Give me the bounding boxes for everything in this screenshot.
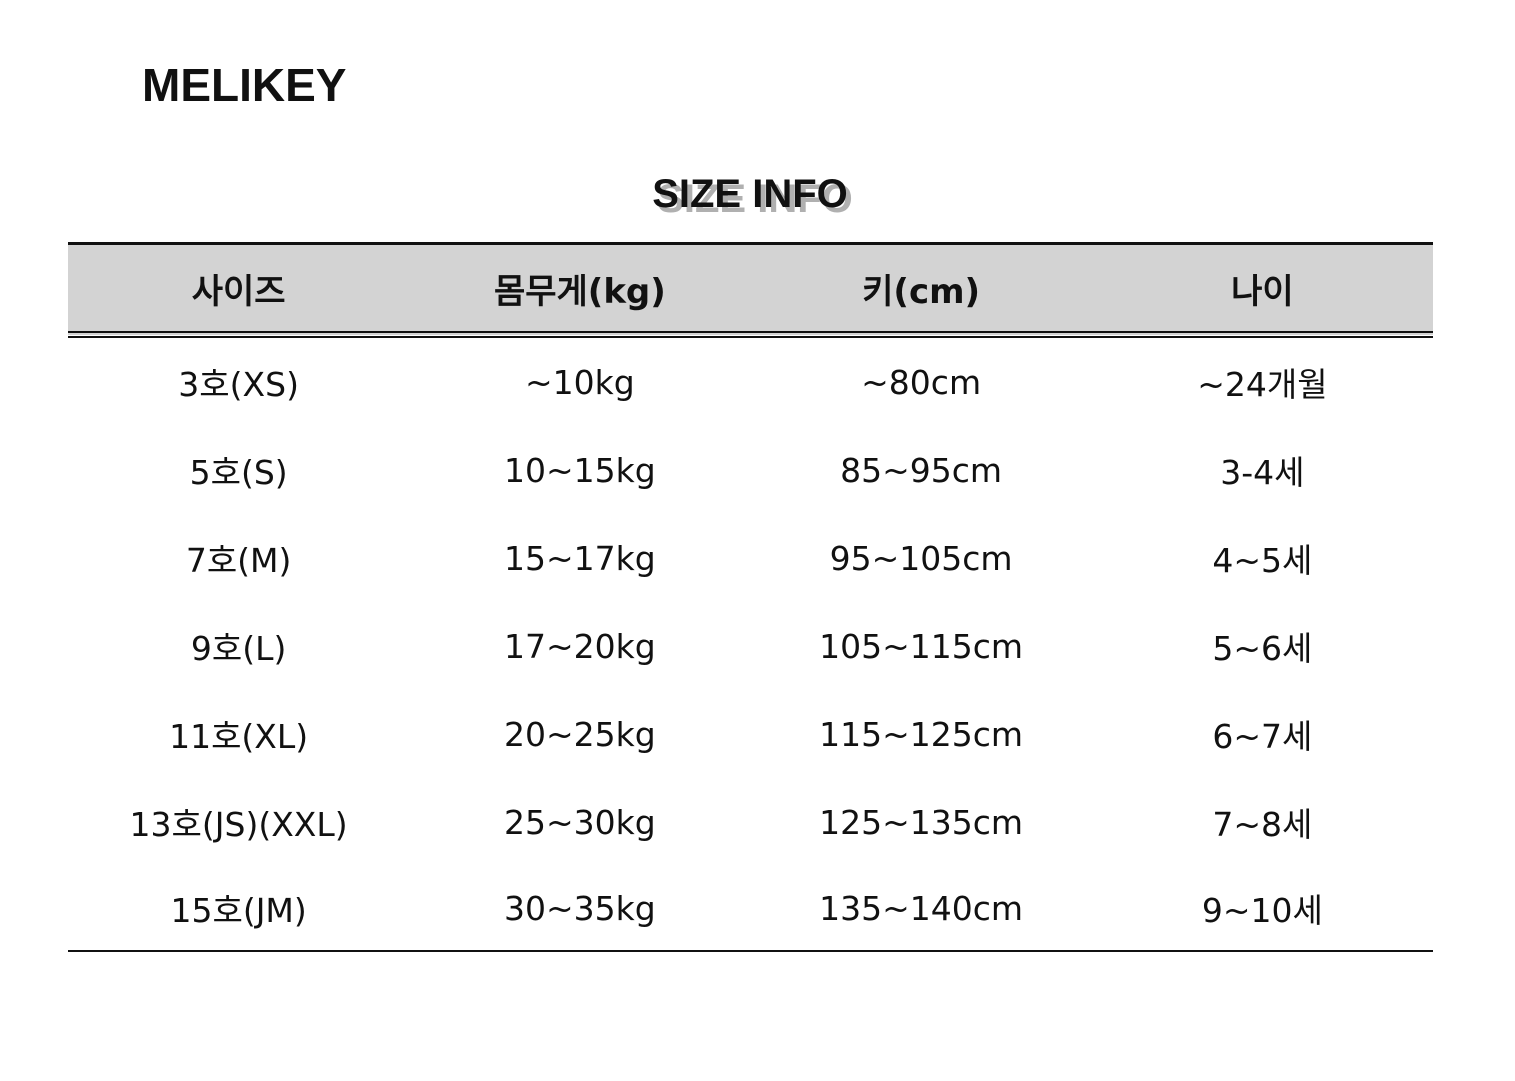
cell-weight: 20~25kg: [504, 714, 656, 754]
cell-height: 85~95cm: [840, 450, 1003, 490]
cell-weight: 17~20kg: [504, 626, 656, 666]
header-size: 사이즈: [68, 242, 410, 338]
header-weight: 몸무게(kg): [409, 242, 751, 338]
cell-size: 7호(M): [185, 541, 292, 580]
cell-size: 9호(L): [190, 629, 287, 668]
cell-height: 135~140cm: [750, 866, 1092, 952]
cell-weight: 25~30kg: [504, 802, 656, 842]
cell-age: 6~7세: [1212, 717, 1313, 756]
cell-age: 4~5세: [1212, 541, 1313, 580]
cell-weight: 10~15kg: [504, 450, 656, 490]
cell-weight: 30~35kg: [409, 866, 751, 952]
table-row: 11호(XL) 20~25kg 115~125cm 6~7세: [68, 690, 1433, 778]
cell-age: 5~6세: [1212, 629, 1313, 668]
table-header-row: 사이즈 몸무게(kg) 키(cm) 나이: [68, 242, 1433, 338]
page-title: SIZE INFO: [652, 172, 848, 216]
cell-height: 95~105cm: [829, 538, 1013, 578]
cell-size: 11호(XL): [169, 717, 309, 756]
cell-age: 3-4세: [1220, 453, 1305, 492]
cell-height: 105~115cm: [819, 626, 1024, 666]
cell-size: 5호(S): [189, 453, 288, 492]
cell-age: 7~8세: [1212, 805, 1313, 844]
table-row: 7호(M) 15~17kg 95~105cm 4~5세: [68, 514, 1433, 602]
brand-logo-text: MELIKEY: [142, 59, 347, 111]
size-table: 사이즈 몸무게(kg) 키(cm) 나이 3호(XS) ~10kg ~80cm ~24…: [68, 242, 1433, 952]
cell-weight: 15~17kg: [504, 538, 656, 578]
table-row: 5호(S) 10~15kg 85~95cm 3-4세: [68, 426, 1433, 514]
cell-weight: ~10kg: [525, 362, 635, 402]
cell-height: 125~135cm: [819, 802, 1024, 842]
table-row: 9호(L) 17~20kg 105~115cm 5~6세: [68, 602, 1433, 690]
header-age: 나이: [1091, 242, 1433, 338]
cell-age: 9~10세: [1091, 866, 1433, 952]
cell-age: ~24개월: [1197, 365, 1328, 404]
cell-height: 115~125cm: [819, 714, 1024, 754]
cell-size: 15호(JM): [68, 866, 410, 952]
cell-size: 13호(JS)(XXL): [129, 805, 348, 844]
table-row: 13호(JS)(XXL) 25~30kg 125~135cm 7~8세: [68, 778, 1433, 866]
header-height: 키(cm): [750, 242, 1092, 338]
cell-size: 3호(XS): [178, 365, 299, 404]
cell-height: ~80cm: [861, 362, 982, 402]
table-row: 3호(XS) ~10kg ~80cm ~24개월: [68, 335, 1433, 427]
table-row: 15호(JM) 30~35kg 135~140cm 9~10세: [68, 866, 1433, 952]
